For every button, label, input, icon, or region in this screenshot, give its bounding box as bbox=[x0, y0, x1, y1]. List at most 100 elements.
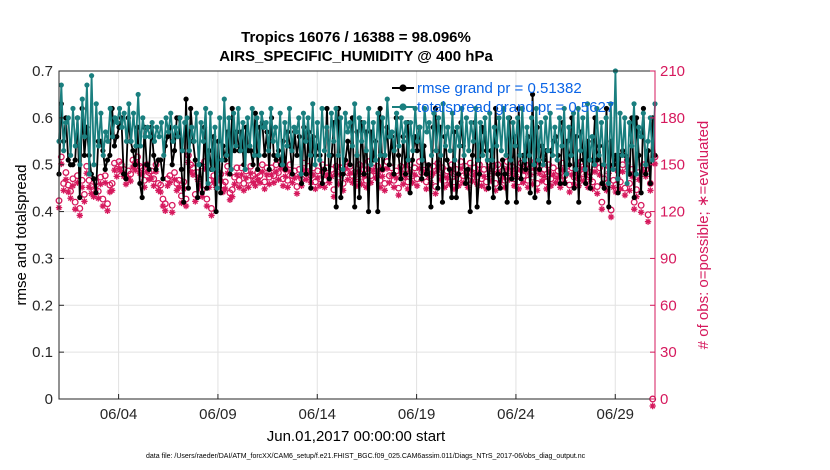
obs-evaluated-marker bbox=[554, 174, 562, 182]
obs-evaluated-marker bbox=[545, 168, 552, 175]
obs-evaluated-marker bbox=[515, 185, 522, 193]
spread-marker bbox=[91, 162, 97, 168]
rmse-marker bbox=[213, 208, 219, 215]
spread-marker bbox=[454, 124, 460, 130]
obs-evaluated-marker bbox=[319, 168, 326, 175]
obs-evaluated-marker bbox=[383, 165, 391, 172]
rmse-marker bbox=[114, 134, 120, 140]
spread-marker bbox=[403, 119, 409, 126]
obs-possible-marker bbox=[228, 186, 236, 194]
spread-marker bbox=[603, 115, 609, 121]
rmse-marker bbox=[123, 176, 129, 182]
spread-marker bbox=[340, 166, 346, 172]
spread-series bbox=[56, 68, 658, 191]
rmse-marker bbox=[603, 105, 610, 112]
spread-marker bbox=[114, 119, 120, 126]
obs-evaluated-marker bbox=[471, 171, 479, 179]
obs-evaluated-marker bbox=[256, 179, 264, 186]
rmse-marker bbox=[499, 157, 506, 163]
spread-marker bbox=[421, 105, 428, 112]
spread-marker bbox=[645, 138, 651, 144]
spread-marker bbox=[519, 105, 525, 112]
spread-marker bbox=[175, 134, 181, 140]
spread-marker bbox=[494, 143, 500, 149]
spread-marker bbox=[626, 119, 632, 126]
spread-marker bbox=[575, 105, 581, 112]
spread-marker bbox=[452, 157, 458, 163]
spread-marker bbox=[326, 152, 332, 158]
obs-evaluated-marker bbox=[118, 168, 125, 175]
spread-marker bbox=[624, 180, 630, 187]
rmse-marker bbox=[395, 152, 402, 158]
spread-marker bbox=[629, 143, 635, 149]
obs-evaluated-marker bbox=[621, 191, 629, 199]
obs-evaluated-marker bbox=[536, 170, 543, 177]
rmse-marker bbox=[509, 176, 515, 182]
obs-evaluated-marker bbox=[164, 182, 171, 189]
rmse-marker bbox=[183, 96, 189, 102]
obs-evaluated-marker bbox=[289, 179, 296, 186]
spread-marker bbox=[154, 124, 160, 130]
rmse-marker bbox=[139, 194, 145, 201]
spread-marker bbox=[79, 96, 85, 102]
plot-area bbox=[59, 71, 655, 399]
obs-evaluated-marker bbox=[323, 171, 331, 179]
spread-marker bbox=[291, 124, 297, 130]
obs-evaluated-marker bbox=[102, 179, 109, 186]
obs-evaluated-marker bbox=[533, 187, 541, 194]
spread-marker bbox=[182, 119, 188, 126]
rmse-marker bbox=[158, 157, 164, 163]
obs-possible-marker bbox=[168, 201, 176, 209]
rmse-marker bbox=[77, 194, 83, 201]
spread-marker bbox=[473, 105, 479, 112]
spread-marker bbox=[179, 148, 185, 154]
spread-marker bbox=[373, 157, 379, 163]
obs-evaluated-marker bbox=[88, 190, 95, 197]
obs-possible-marker bbox=[311, 178, 319, 186]
obs-evaluated-marker bbox=[148, 174, 155, 182]
y-left-tick-label: 0 bbox=[45, 391, 53, 408]
spread-marker bbox=[347, 119, 353, 126]
rmse-marker bbox=[532, 194, 538, 201]
obs-possible-marker bbox=[395, 184, 403, 192]
spread-marker bbox=[254, 115, 260, 121]
spread-marker bbox=[268, 105, 274, 112]
spread-marker bbox=[407, 119, 414, 126]
rmse-marker bbox=[379, 166, 386, 172]
spread-marker bbox=[310, 101, 316, 107]
legend: rmse grand pr = 0.51382 totalspread gran… bbox=[392, 80, 614, 116]
rmse-marker bbox=[171, 148, 178, 154]
obs-possible-marker bbox=[596, 164, 604, 172]
obs-evaluated-marker bbox=[208, 212, 215, 219]
spread-marker bbox=[235, 105, 241, 112]
obs-evaluated-marker bbox=[598, 206, 606, 213]
spread-marker bbox=[272, 124, 279, 130]
obs-evaluated-marker bbox=[187, 168, 194, 175]
spread-marker bbox=[256, 152, 262, 158]
rmse-marker bbox=[130, 148, 136, 154]
spread-marker bbox=[70, 105, 76, 112]
y-right-tick-label: 180 bbox=[660, 110, 685, 127]
rmse-marker bbox=[282, 166, 288, 172]
obs-evaluated-marker bbox=[302, 176, 310, 183]
obs-possible-marker bbox=[141, 176, 148, 184]
spread-marker bbox=[105, 138, 111, 144]
obs-evaluated-marker bbox=[617, 185, 624, 193]
spread-marker bbox=[345, 129, 351, 135]
obs-evaluated-marker bbox=[328, 173, 335, 180]
spread-marker bbox=[317, 157, 323, 163]
rmse-marker bbox=[643, 171, 649, 177]
rmse-marker bbox=[164, 134, 171, 140]
spread-marker bbox=[643, 162, 649, 168]
spread-marker bbox=[377, 152, 383, 158]
spread-marker bbox=[328, 110, 334, 116]
rmse-marker bbox=[409, 157, 416, 163]
y-right-tick-label: 150 bbox=[660, 157, 685, 174]
obs-evaluated-marker bbox=[457, 165, 465, 172]
spread-marker bbox=[251, 152, 258, 158]
rmse-marker bbox=[407, 190, 413, 196]
y-left-tick-label: 0.3 bbox=[32, 250, 53, 267]
spread-marker bbox=[184, 115, 190, 121]
spread-marker bbox=[142, 134, 148, 140]
obs-evaluated-marker bbox=[143, 168, 150, 175]
